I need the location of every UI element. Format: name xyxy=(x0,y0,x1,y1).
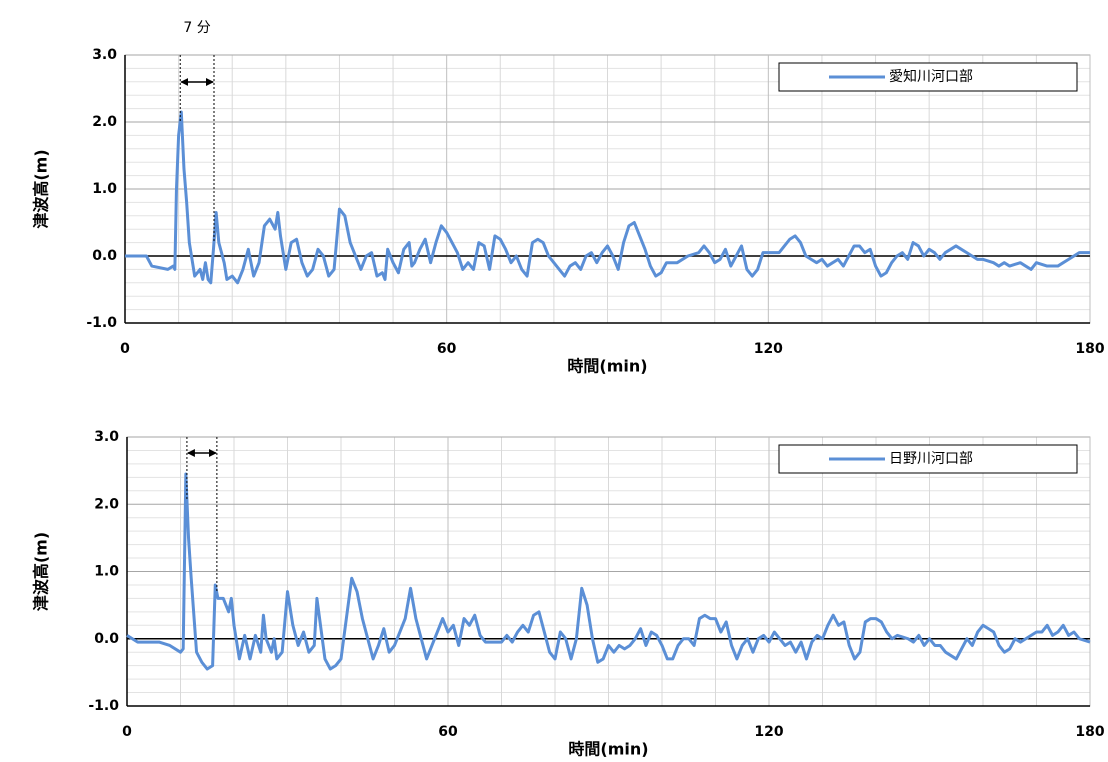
chart: -1.0 0.0 1.0 2.0 3.0 0 60 120 180 時間(min) 津波高(m) 7 … xyxy=(32,20,1105,376)
chart: -1.0 0.0 1.0 2.0 3.0 0 60 120 180 時間(min) 津波高(m) 日野… xyxy=(32,429,1105,759)
y-tick-label: 1.0 xyxy=(94,564,119,580)
y-tick-label: 1.0 xyxy=(92,181,117,197)
y-tick-label: 3.0 xyxy=(92,47,117,63)
y-tick-label: 2.0 xyxy=(94,496,119,512)
y-tick-label: -1.0 xyxy=(86,315,117,331)
x-axis-label: 時間(min) xyxy=(567,357,647,376)
y-axis-label: 津波高(m) xyxy=(32,149,51,228)
x-tick-label: 60 xyxy=(438,724,458,740)
data-line xyxy=(126,472,1091,671)
x-tick-label: 0 xyxy=(122,724,132,740)
y-tick-label: 0.0 xyxy=(94,631,119,647)
legend-box xyxy=(778,444,1078,474)
y-tick-label: 2.0 xyxy=(92,114,117,130)
legend: 日野川河口部 xyxy=(778,444,1078,474)
y-tick-label: -1.0 xyxy=(88,698,119,714)
legend: 愛知川河口部 xyxy=(778,62,1078,92)
legend-label: 愛知川河口部 xyxy=(889,68,973,85)
x-tick-label: 180 xyxy=(1075,724,1104,740)
y-tick-label: 3.0 xyxy=(94,429,119,445)
data-line xyxy=(125,110,1090,285)
annotation-text: 7 分 xyxy=(183,20,210,36)
x-tick-label: 60 xyxy=(437,341,457,357)
y-tick-label: 0.0 xyxy=(92,248,117,264)
legend-box xyxy=(778,62,1078,92)
x-tick-label: 120 xyxy=(754,341,783,357)
y-axis-label: 津波高(m) xyxy=(32,532,51,611)
x-tick-label: 180 xyxy=(1075,341,1104,357)
x-tick-label: 120 xyxy=(754,724,783,740)
x-axis-label: 時間(min) xyxy=(568,740,648,759)
legend-label: 日野川河口部 xyxy=(889,451,973,467)
x-tick-label: 0 xyxy=(120,341,130,357)
